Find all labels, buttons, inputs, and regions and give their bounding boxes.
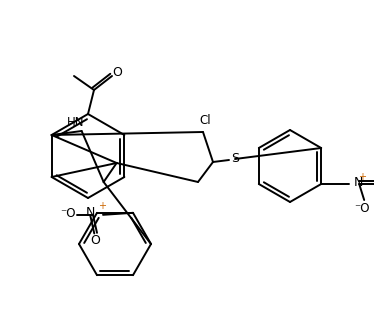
Text: N: N bbox=[86, 206, 95, 219]
Text: HN: HN bbox=[67, 116, 85, 129]
Text: O: O bbox=[112, 65, 122, 78]
Text: +: + bbox=[98, 201, 106, 211]
Text: ⁻O: ⁻O bbox=[60, 207, 76, 220]
Text: ⁻O: ⁻O bbox=[355, 201, 370, 214]
Text: +: + bbox=[358, 172, 366, 182]
Text: O: O bbox=[90, 234, 100, 247]
Text: S: S bbox=[231, 153, 239, 166]
Text: Cl: Cl bbox=[199, 114, 211, 127]
Text: N: N bbox=[354, 175, 364, 188]
